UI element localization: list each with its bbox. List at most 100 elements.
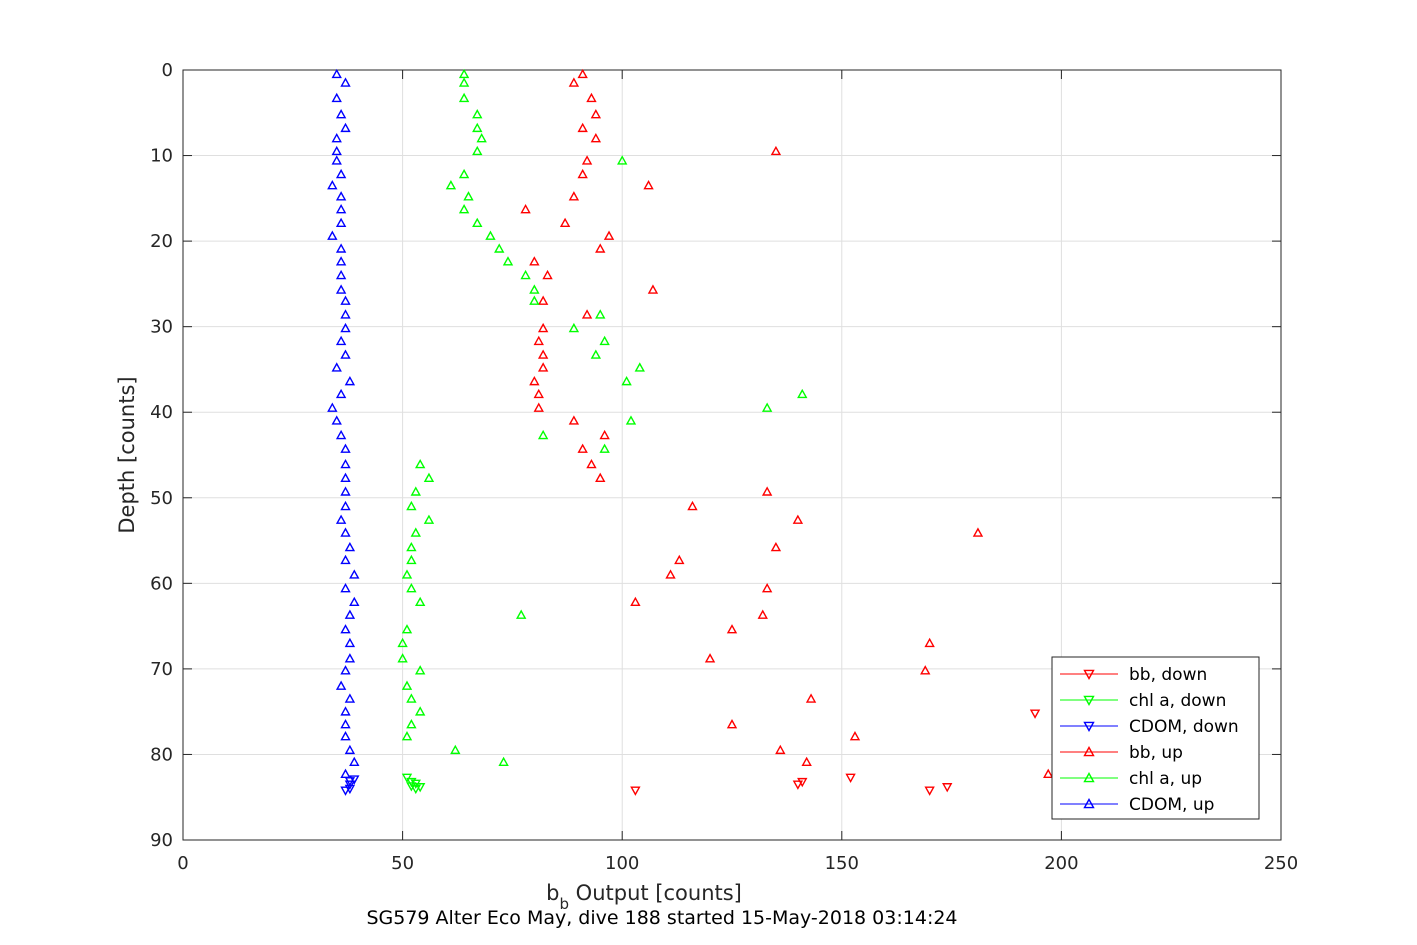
data-point — [770, 145, 782, 156]
data-point — [577, 443, 588, 453]
data-point — [349, 569, 360, 579]
legend-entry: chl a, down — [1060, 691, 1226, 711]
legend-label: chl a, down — [1129, 691, 1226, 711]
data-point — [335, 680, 347, 690]
data-markers — [327, 68, 1054, 796]
data-point — [340, 554, 351, 565]
y-tick-label: 30 — [150, 317, 173, 338]
data-point — [529, 284, 540, 294]
data-point — [476, 133, 487, 143]
data-point — [423, 472, 435, 482]
data-point — [445, 180, 457, 190]
data-point — [340, 322, 351, 333]
x-tick-labels: 0 50 100 150 200 250 — [177, 853, 1298, 874]
legend-marker — [1083, 798, 1095, 809]
data-point — [581, 155, 593, 165]
data-point — [406, 719, 417, 729]
x-axis-label-main: b — [546, 881, 559, 905]
data-point — [577, 122, 588, 133]
legend-entry: bb, up — [1060, 743, 1183, 763]
legend-entry: CDOM, down — [1060, 717, 1239, 737]
data-point — [335, 243, 347, 253]
data-point — [331, 133, 342, 143]
data-point — [595, 472, 606, 482]
data-point — [537, 429, 549, 440]
data-point — [450, 744, 461, 755]
data-point — [335, 335, 347, 346]
legend-box — [1051, 656, 1260, 820]
data-point — [595, 243, 606, 253]
data-point — [331, 362, 342, 372]
data-point — [335, 429, 347, 440]
data-point — [349, 756, 360, 767]
data-point — [533, 335, 544, 346]
x-tick-label: 100 — [605, 853, 639, 874]
legend-marker — [1083, 746, 1095, 757]
data-point — [401, 569, 413, 579]
y-tick-label: 70 — [150, 659, 173, 680]
data-point — [581, 309, 593, 319]
data-point — [972, 527, 984, 537]
data-point — [757, 609, 768, 619]
data-point — [349, 596, 360, 607]
data-point — [537, 362, 549, 372]
data-point — [647, 284, 659, 294]
data-point — [595, 309, 606, 319]
data-point — [397, 653, 408, 663]
data-point — [344, 541, 356, 552]
data-point — [502, 256, 514, 266]
data-point — [529, 256, 540, 266]
data-point — [599, 335, 610, 346]
y-axis-label: Depth [counts] — [115, 376, 139, 533]
dive-caption: SG579 Alter Eco May, dive 188 started 15… — [366, 907, 957, 929]
data-point — [414, 596, 426, 607]
data-point — [761, 486, 773, 496]
y-tick-label: 40 — [150, 402, 173, 423]
data-point — [472, 109, 483, 119]
x-axis-label: bb Output [counts] — [546, 881, 742, 913]
data-point — [327, 230, 338, 240]
y-tick-label: 20 — [150, 231, 173, 252]
data-point — [770, 541, 782, 552]
data-point — [327, 180, 338, 190]
x-tick-label: 50 — [391, 853, 414, 874]
y-tick-label: 90 — [150, 830, 173, 851]
data-point — [617, 155, 628, 165]
x-tick-label: 0 — [177, 853, 188, 874]
legend-label: CDOM, down — [1129, 717, 1239, 737]
data-point — [397, 637, 408, 648]
data-point — [520, 204, 531, 214]
series-2 — [340, 775, 360, 796]
data-point — [472, 122, 483, 133]
data-point — [340, 443, 351, 453]
data-point — [792, 514, 804, 524]
data-point — [340, 458, 351, 469]
x-axis-label-rest: Output [counts] — [569, 881, 742, 905]
data-point — [327, 402, 338, 412]
data-point — [801, 756, 812, 767]
data-point — [410, 784, 421, 795]
legend: bb, down chl a, down CDOM, down bb, up chl a… — [1051, 656, 1260, 820]
data-point — [761, 402, 773, 412]
data-point — [924, 637, 935, 648]
data-point — [590, 133, 602, 143]
data-point — [344, 637, 356, 648]
data-point — [472, 145, 483, 156]
y-tick-label: 50 — [150, 488, 173, 509]
data-point — [335, 191, 347, 201]
data-point — [621, 375, 632, 386]
data-point — [335, 256, 347, 266]
data-point — [340, 527, 351, 537]
data-point — [643, 180, 654, 190]
data-point — [568, 322, 580, 333]
data-point — [674, 554, 685, 565]
data-point — [340, 624, 351, 634]
data-point — [577, 68, 588, 79]
data-point — [599, 429, 610, 440]
data-point — [340, 786, 351, 796]
data-point — [586, 92, 597, 103]
data-point — [344, 609, 356, 619]
data-point — [775, 744, 786, 755]
data-point — [520, 269, 531, 280]
data-point — [414, 706, 426, 716]
